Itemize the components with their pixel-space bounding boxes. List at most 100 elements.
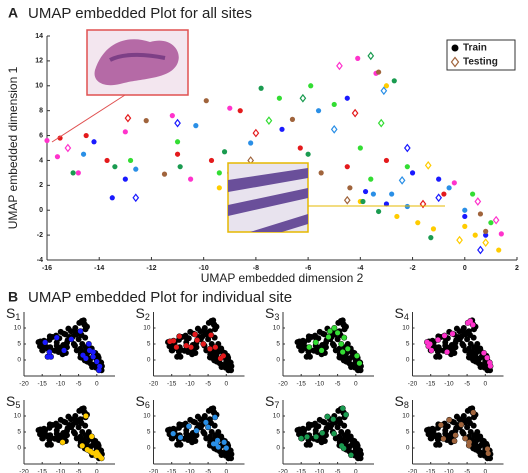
x-tick-label: -4	[357, 265, 363, 272]
background-point	[356, 450, 362, 456]
train-point	[104, 158, 109, 163]
site-point	[61, 348, 66, 353]
site-point	[184, 343, 189, 348]
background-point	[219, 452, 225, 458]
site-point	[450, 331, 455, 336]
train-point	[394, 214, 399, 219]
background-point	[454, 326, 460, 332]
site-point	[188, 345, 193, 350]
testing-point	[457, 237, 462, 244]
y-tick-label: 10	[35, 83, 43, 90]
background-point	[79, 429, 85, 435]
background-point	[181, 348, 187, 354]
site-point	[447, 417, 452, 422]
y-tick-label: 5	[406, 429, 410, 436]
train-point	[462, 208, 467, 213]
x-tick-label: -20	[19, 469, 29, 473]
x-tick-label: -16	[42, 265, 52, 272]
background-point	[70, 422, 76, 428]
train-point	[123, 177, 128, 182]
background-point	[65, 414, 71, 420]
background-point	[39, 347, 45, 353]
site-point	[97, 454, 102, 459]
y-tick-label: 10	[273, 325, 281, 332]
y-tick-label: 0	[406, 357, 410, 364]
train-point	[144, 118, 149, 123]
x-tick-label: -10	[315, 469, 325, 473]
site-point	[201, 341, 206, 346]
x-tick-label: -10	[199, 265, 209, 272]
train-point	[188, 177, 193, 182]
background-point	[201, 328, 207, 334]
background-point	[451, 350, 457, 356]
testing-point	[381, 87, 386, 94]
background-point	[344, 437, 350, 443]
site-panel: -20-15-10-500510S6	[136, 393, 245, 473]
site-letter: S	[265, 393, 274, 409]
train-point	[410, 170, 415, 175]
x-tick-label: -5	[76, 469, 82, 473]
site-point	[343, 412, 348, 417]
site-point	[470, 322, 475, 327]
background-point	[335, 336, 341, 342]
background-point	[308, 422, 314, 428]
train-point	[178, 164, 183, 169]
x-tick-label: -2	[409, 265, 415, 272]
x-tick-label: -20	[278, 469, 288, 473]
background-point	[186, 335, 192, 341]
background-point	[49, 422, 55, 428]
panel-site-label: S1	[6, 305, 20, 323]
train-point	[238, 108, 243, 113]
y-tick-label: 10	[402, 413, 410, 420]
site-point	[466, 443, 471, 448]
x-tick-label: -14	[94, 265, 104, 272]
testing-point	[494, 217, 499, 224]
panel-site-label: S3	[265, 305, 279, 323]
background-point	[82, 321, 88, 327]
x-tick-label: -15	[167, 381, 177, 388]
site-point	[224, 445, 229, 450]
site-point	[453, 433, 458, 438]
train-point	[371, 191, 376, 196]
y-tick-label: -4	[37, 257, 43, 264]
y-tick-label: 5	[17, 341, 21, 348]
background-point	[445, 423, 451, 429]
background-point	[471, 335, 477, 341]
site-point	[459, 422, 464, 427]
site-point	[471, 410, 476, 415]
site-point	[195, 338, 200, 343]
background-point	[82, 335, 88, 341]
site-point	[69, 337, 74, 342]
site-point	[48, 354, 53, 359]
background-point	[466, 354, 472, 360]
train-point	[133, 167, 138, 172]
site-point	[331, 417, 336, 422]
background-point	[215, 349, 221, 355]
x-tick-label: -5	[464, 469, 470, 473]
site-point	[341, 446, 346, 451]
background-point	[474, 349, 480, 355]
site-point	[348, 452, 353, 457]
testing-point	[475, 198, 480, 205]
site-number: 4	[404, 312, 409, 322]
background-point	[82, 423, 88, 429]
x-tick-label: -10	[315, 381, 325, 388]
x-tick-label: -20	[149, 469, 159, 473]
background-point	[480, 439, 486, 445]
site-letter: S	[265, 305, 274, 321]
x-tick-label: -5	[335, 381, 341, 388]
train-point	[499, 231, 504, 236]
train-point	[217, 185, 222, 190]
background-point	[471, 423, 477, 429]
background-point	[56, 423, 62, 429]
x-tick-label: 0	[224, 469, 228, 473]
figure: A UMAP embedded Plot for all sites UMAP …	[0, 0, 528, 473]
train-point	[431, 226, 436, 231]
site-point	[345, 346, 350, 351]
site-point	[313, 340, 318, 345]
site-point	[215, 438, 220, 443]
train-point	[347, 185, 352, 190]
testing-point	[337, 62, 342, 69]
site-point	[427, 341, 432, 346]
testing-point	[436, 194, 441, 201]
